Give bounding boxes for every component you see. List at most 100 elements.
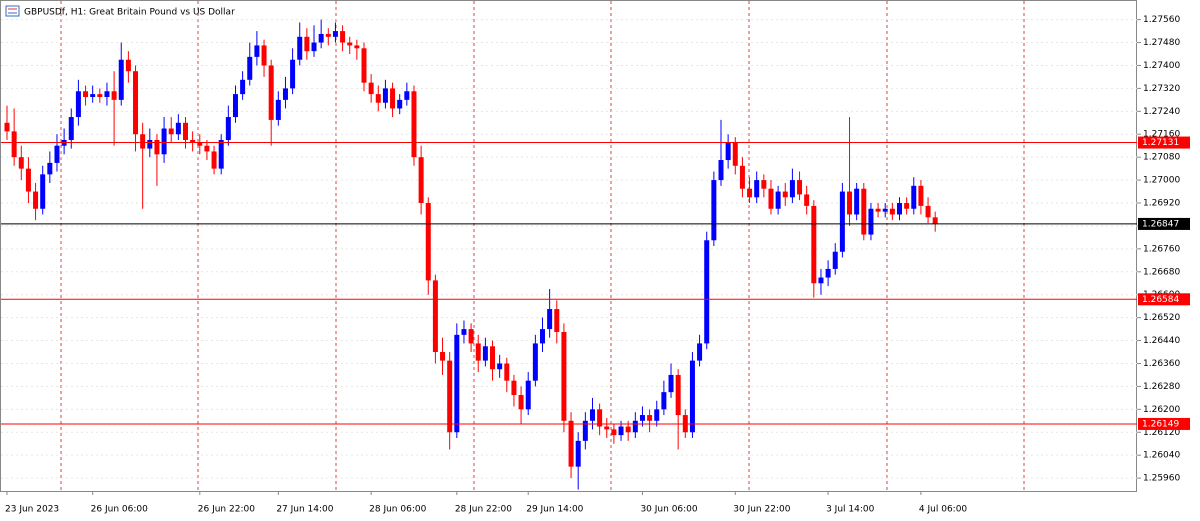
price-label: 1.26149 [1142, 419, 1179, 429]
chart-title: GBPUSDf, H1: Great Britain Pound vs US D… [24, 8, 235, 18]
candle-body [797, 180, 803, 195]
candle-body [47, 162, 53, 175]
icon-frame [5, 5, 20, 17]
candle-body [311, 42, 317, 52]
candle-body [775, 191, 781, 209]
y-tick-label: 1.27240 [1143, 107, 1180, 117]
candle-body [718, 160, 724, 181]
candle-body [789, 180, 795, 198]
candle-body [418, 157, 424, 204]
candle-body [447, 360, 453, 433]
candle-body [168, 128, 174, 135]
y-tick-label: 1.27560 [1143, 15, 1180, 25]
plot-frame [0, 0, 1137, 492]
candle-body [104, 91, 110, 97]
candle-body [68, 117, 74, 140]
candle-body [4, 122, 10, 132]
candle-body [668, 374, 674, 393]
candle-body [25, 168, 31, 192]
candle-body [825, 268, 831, 278]
candle-body [768, 188, 774, 209]
candle-body [211, 151, 217, 169]
candle-body [647, 415, 653, 421]
candle-body [225, 117, 231, 140]
candle-body [475, 343, 481, 361]
candle-body [661, 392, 667, 410]
candle-body [397, 99, 403, 109]
candle-body [40, 174, 46, 209]
candle-body [504, 363, 510, 381]
candle-body [868, 208, 874, 235]
x-tick-label: 4 Jul 06:00 [919, 505, 968, 515]
candle-body [247, 56, 253, 80]
candle-body [554, 309, 560, 332]
y-tick-label: 1.27480 [1143, 38, 1180, 48]
candle-body [382, 88, 388, 103]
candle-body [597, 409, 603, 427]
candle-body [232, 94, 238, 118]
candle-body [432, 280, 438, 353]
candle-body [625, 426, 631, 433]
candle-body [654, 409, 660, 421]
candle-body [618, 426, 624, 436]
candle-body [411, 91, 417, 158]
candle-body [732, 142, 738, 166]
candle-body [140, 134, 146, 149]
price-label-box [1138, 293, 1190, 306]
candle-body [404, 91, 410, 100]
candle-body [175, 122, 181, 135]
candle-body [704, 240, 710, 344]
candle-body [818, 277, 824, 284]
candle-body [675, 374, 681, 416]
candle-body [739, 165, 745, 189]
candle-body [111, 91, 117, 100]
candle-body [240, 79, 246, 95]
candle-body [254, 45, 260, 57]
candle-body [332, 31, 338, 37]
candle-body [133, 71, 139, 135]
candle-body [525, 380, 531, 410]
candle-body [575, 440, 581, 467]
price-label: 1.26584 [1142, 295, 1179, 305]
x-tick-label: 26 Jun 22:00 [198, 505, 255, 515]
candle-body [847, 191, 853, 215]
candle-body [811, 205, 817, 284]
candle-body [547, 309, 553, 330]
y-tick-label: 1.26920 [1143, 199, 1180, 209]
y-tick-label: 1.26040 [1143, 451, 1180, 461]
candle-body [482, 346, 488, 361]
candle-body [290, 59, 296, 89]
candle-body [490, 346, 496, 370]
candle-body [632, 420, 638, 433]
candle-body [125, 59, 131, 72]
candle-body [854, 188, 860, 215]
candle-body [904, 203, 910, 209]
candle-body [183, 122, 188, 140]
candle-body [390, 88, 396, 109]
candle-body [97, 94, 103, 97]
candle-body [204, 145, 210, 152]
candle-body [639, 415, 645, 421]
candle-body [275, 99, 281, 120]
chart-icon [5, 5, 20, 17]
candle-body [889, 208, 895, 215]
candle-body [190, 139, 196, 143]
candle-body [725, 142, 731, 161]
candle-body [497, 363, 503, 370]
candle-body [461, 329, 467, 335]
price-label: 1.27131 [1142, 138, 1179, 148]
price-label-box [1138, 217, 1190, 230]
y-tick-label: 1.26520 [1143, 313, 1180, 323]
candle-body [33, 191, 39, 209]
x-tick-label: 27 Jun 14:00 [276, 505, 333, 515]
candle-body [561, 331, 567, 421]
candle-body [518, 395, 524, 410]
candle-body [118, 59, 124, 100]
price-label: 1.26847 [1142, 219, 1179, 229]
candle-body [325, 33, 331, 37]
candle-body [782, 191, 788, 198]
candle-body [604, 426, 610, 430]
candle-body [318, 33, 324, 43]
candle-body [440, 352, 446, 361]
